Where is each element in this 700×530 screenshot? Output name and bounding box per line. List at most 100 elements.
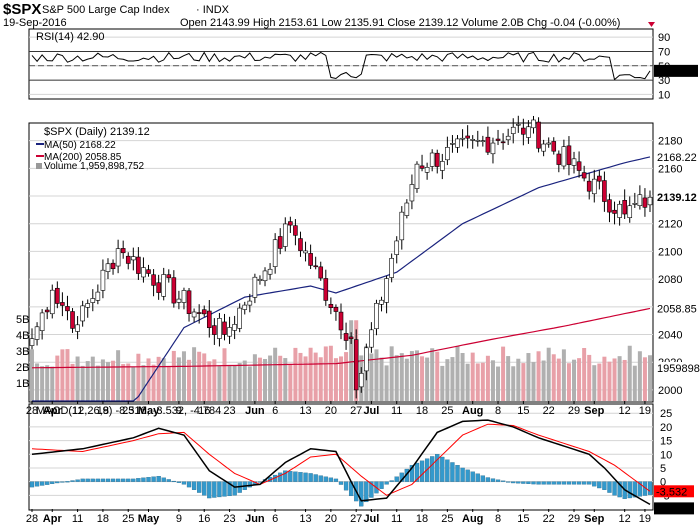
volume-bar	[323, 346, 328, 401]
macd-histogram-bar	[414, 462, 420, 482]
candle-body	[353, 339, 359, 391]
date-label: 6	[272, 513, 278, 525]
volume-bar	[318, 357, 323, 401]
volume-bar	[126, 363, 131, 401]
volume-bar	[536, 351, 541, 401]
date-label: Sep	[584, 405, 604, 417]
rsi-tick-label: 70	[658, 46, 670, 58]
macd-value-tag: -8.316	[656, 503, 687, 515]
macd-tick-label: 15	[660, 436, 672, 448]
volume-bar	[541, 360, 546, 401]
volume-bar	[40, 366, 45, 401]
volume-tick-label: 1B	[16, 378, 29, 390]
volume-bar	[146, 358, 151, 401]
volume-bar	[607, 361, 612, 401]
volume-bar	[131, 366, 136, 401]
macd-histogram-bar	[176, 481, 182, 483]
macd-histogram-bar	[90, 478, 95, 482]
macd-histogram-bar	[470, 471, 475, 482]
date-label: Jul	[363, 513, 379, 525]
rsi-series	[31, 51, 651, 81]
volume-bar	[80, 365, 85, 401]
macd-signal-tag-bg	[654, 485, 694, 498]
volume-bar	[278, 355, 283, 401]
macd-signal-value-tag: -3.532	[656, 486, 687, 498]
candle-body	[424, 167, 430, 173]
macd-histogram-bar	[364, 481, 369, 503]
macd-axis: -50510152025-3.532-8.316	[654, 408, 694, 515]
macd-histogram-bar	[65, 481, 70, 483]
candle-body	[186, 290, 192, 314]
volume-bar	[496, 366, 501, 401]
candle-body	[288, 221, 293, 226]
candle-body	[217, 318, 222, 339]
date-label: 25	[122, 405, 134, 417]
date-label: 28	[26, 405, 38, 417]
volume-bar	[344, 352, 349, 401]
candle-body	[627, 205, 633, 218]
macd-histogram-bar	[581, 481, 587, 485]
macd-panel	[28, 403, 654, 511]
macd-histogram-bar	[607, 481, 612, 493]
volume-bar	[414, 350, 419, 401]
volume-bar	[648, 355, 652, 401]
macd-histogram-bar	[156, 476, 161, 482]
rsi-legend: RSI(14) 42.90	[36, 31, 104, 43]
candle-body	[136, 256, 141, 274]
candle-body	[85, 303, 91, 308]
macd-histogram-bar	[313, 474, 318, 482]
legend-ma50: MA(50) 2168.22	[44, 140, 116, 151]
macd-histogram-bar	[440, 456, 445, 482]
volume-bar	[572, 359, 577, 401]
candle-body	[166, 274, 172, 279]
volume-bar	[501, 346, 506, 401]
volume-bar	[627, 345, 632, 401]
macd-histogram-bar	[647, 481, 653, 495]
macd-histogram-bar	[318, 475, 323, 482]
date-label: 18	[416, 513, 428, 525]
volume-bar	[546, 347, 551, 401]
macd-histogram-bar	[561, 481, 567, 485]
macd-histogram-bar	[435, 454, 440, 482]
candle-body	[181, 290, 187, 303]
macd-histogram-bar	[536, 481, 541, 485]
macd-histogram-bar	[146, 477, 151, 482]
volume-bar	[485, 355, 490, 401]
candle-body	[34, 326, 40, 340]
ma50-value-tag-bg	[654, 150, 698, 163]
macd-histogram-bar	[632, 481, 637, 498]
volume-bar	[339, 356, 343, 401]
volume-bar	[420, 356, 425, 401]
candle-body	[212, 325, 217, 335]
macd-histogram-bar	[161, 477, 166, 482]
date-label: 6	[272, 405, 278, 417]
volume-bar	[369, 353, 374, 401]
candle-body	[247, 300, 253, 306]
volume-value-tag-bg	[654, 362, 698, 374]
volume-bar	[105, 362, 110, 401]
macd-histogram-bar	[166, 479, 171, 482]
volume-bar	[50, 366, 55, 401]
candle-body	[65, 306, 70, 312]
candle-body	[546, 142, 551, 145]
macd-histogram-bar	[95, 478, 101, 482]
macd-histogram-bar	[232, 481, 237, 496]
volume-bar	[263, 358, 268, 401]
macd-histogram-bar	[39, 481, 45, 486]
date-label: 27	[350, 405, 362, 417]
volume-bar	[384, 365, 389, 401]
legend-volume-swatch	[36, 163, 42, 169]
date-label: 9	[176, 405, 182, 417]
date-label: 13	[299, 513, 311, 525]
macd-histogram-bar	[587, 481, 592, 485]
volume-bar	[389, 346, 394, 401]
candle-body	[551, 141, 557, 152]
quote-date: 19-Sep-2016	[3, 17, 67, 29]
volume-bar	[561, 349, 566, 401]
macd-histogram-bar	[637, 481, 643, 497]
price-legend: $SPX (Daily) 2139.12 MA(50) 2168.22 MA(2…	[36, 126, 150, 172]
candle-body	[419, 165, 425, 169]
macd-tick-label: 5	[660, 463, 666, 475]
volume-bar	[409, 351, 414, 401]
candle-body	[434, 152, 440, 167]
